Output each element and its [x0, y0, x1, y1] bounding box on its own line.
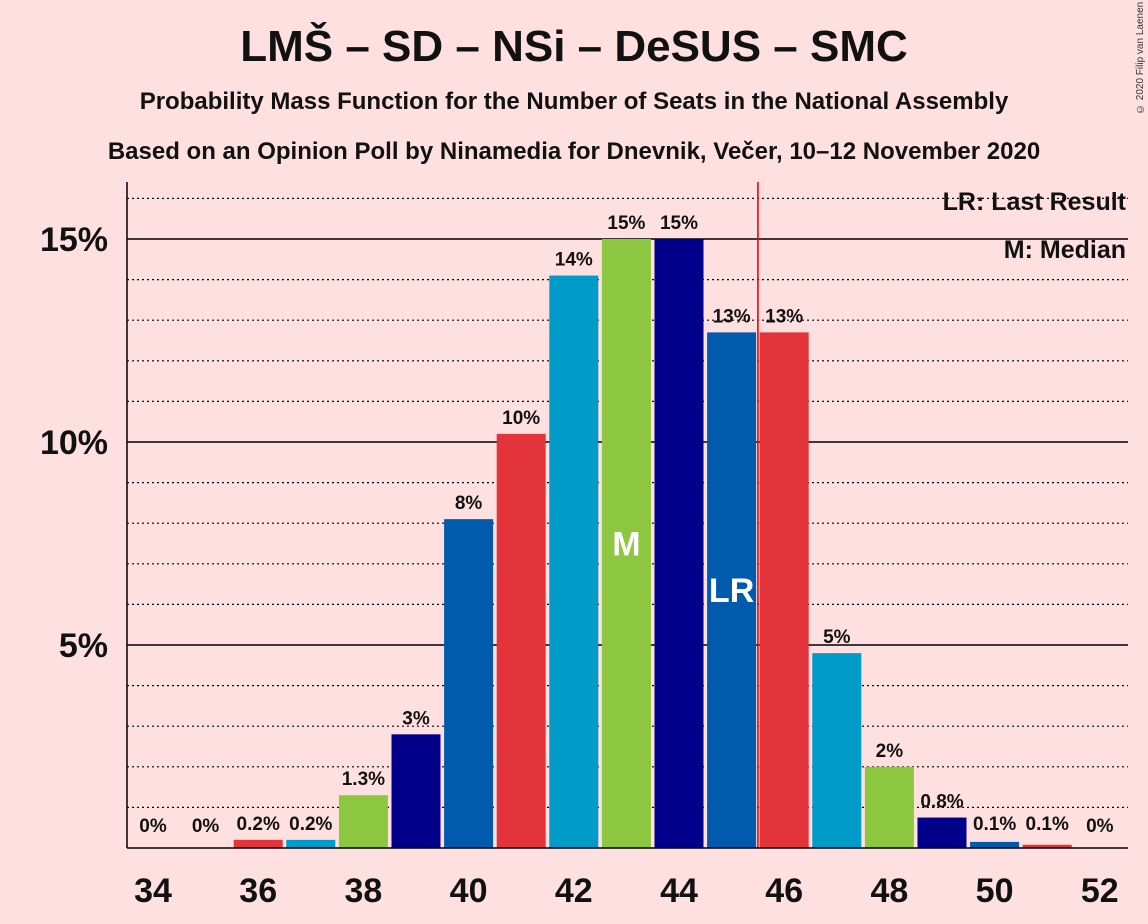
x-tick-label: 44	[660, 872, 698, 910]
y-tick-label: 15%	[40, 221, 108, 259]
value-label-seat-48: 2%	[876, 741, 904, 762]
chart-subtitle-poll: Based on an Opinion Poll by Ninamedia fo…	[107, 138, 1041, 165]
x-tick-label: 52	[1081, 872, 1119, 910]
bar-seat-41	[496, 433, 546, 848]
bar-seat-45	[707, 332, 757, 848]
value-label-seat-35: 0%	[192, 816, 220, 837]
bar-seat-48	[864, 766, 914, 848]
x-tick-label: 50	[976, 872, 1014, 910]
value-label-seat-43: 15%	[607, 213, 645, 234]
bar-seat-46	[759, 332, 809, 848]
x-tick-label: 40	[450, 872, 488, 910]
bar-seat-43	[601, 239, 651, 848]
value-label-seat-51: 0.1%	[1026, 814, 1069, 835]
value-label-seat-52: 0%	[1086, 816, 1114, 837]
axes: 5% 10% 15% 34 36 38 40 42 44 46 48 50 52	[40, 182, 1128, 910]
bar-seat-50	[970, 841, 1020, 848]
chart-subtitle: Probability Mass Function for the Number…	[139, 88, 1009, 115]
bar-seat-42	[549, 275, 599, 848]
value-label-seat-44: 15%	[660, 213, 698, 234]
x-tick-label: 42	[555, 872, 593, 910]
bar-seat-51	[1022, 844, 1072, 848]
bar-seat-44	[654, 239, 704, 848]
bar-seat-37	[286, 839, 336, 848]
value-label-seat-45: 13%	[713, 306, 751, 327]
bar-seat-38	[338, 795, 388, 848]
value-label-seat-49: 0.8%	[920, 792, 963, 813]
last-result-marker: LR	[709, 572, 754, 610]
legend-last-result: LR: Last Result	[943, 188, 1127, 216]
bars: 0% 0% 0.2% 0.2% 1.3% 3% 8% 10% 14% 15% 15% 13% 13% 5%…	[139, 213, 1114, 848]
y-tick-label: 5%	[59, 627, 108, 665]
value-label-seat-37: 0.2%	[289, 814, 332, 835]
y-tick-label: 10%	[40, 424, 108, 462]
value-label-seat-47: 5%	[823, 627, 851, 648]
bar-seat-40	[444, 519, 494, 848]
bar-seat-36	[233, 839, 283, 848]
x-tick-label: 46	[765, 872, 803, 910]
x-tick-label: 34	[134, 872, 172, 910]
x-tick-label: 38	[344, 872, 382, 910]
legend-median: M: Median	[1004, 236, 1126, 264]
bar-seat-47	[812, 653, 862, 848]
x-tick-label: 36	[239, 872, 277, 910]
value-label-seat-38: 1.3%	[342, 769, 385, 790]
overlays: M LR	[612, 182, 759, 848]
chart-title: LMŠ – SD – NSi – DeSUS – SMC	[240, 22, 908, 71]
value-label-seat-39: 3%	[402, 708, 430, 729]
value-label-seat-36: 0.2%	[237, 814, 280, 835]
value-label-seat-41: 10%	[502, 408, 540, 429]
value-label-seat-42: 14%	[555, 250, 593, 271]
bar-seat-49	[917, 817, 967, 848]
x-tick-label: 48	[870, 872, 908, 910]
median-marker: M	[612, 526, 640, 564]
bar-seat-39	[391, 734, 441, 848]
value-label-seat-40: 8%	[455, 493, 483, 514]
value-label-seat-46: 13%	[765, 306, 803, 327]
value-label-seat-34: 0%	[139, 816, 167, 837]
value-label-seat-50: 0.1%	[973, 814, 1016, 835]
